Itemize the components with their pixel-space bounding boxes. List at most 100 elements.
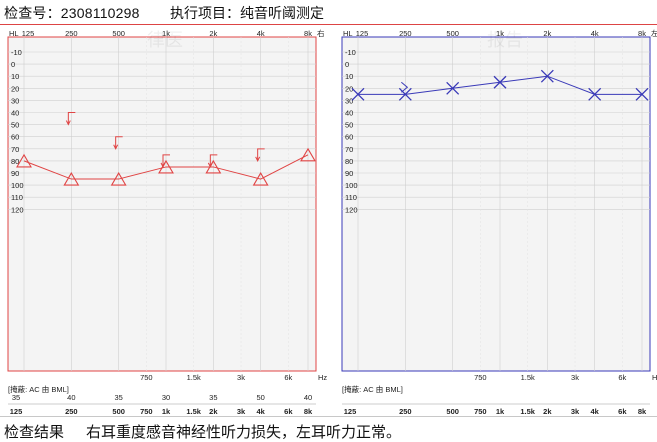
bottom-freq-label: 1k (162, 407, 171, 416)
freq-tick-label: 4k (257, 29, 265, 38)
bottom-freq-label: 4k (590, 407, 599, 416)
db-tick-label: 20 (345, 84, 353, 93)
ear-corner-label: 右 (317, 28, 325, 38)
half-octave-tick-label: 750 (474, 373, 487, 382)
freq-tick-label: 500 (446, 29, 459, 38)
ac-x-marker (398, 87, 412, 101)
bottom-freq-label: 250 (399, 407, 412, 416)
db-tick-label: 60 (11, 133, 19, 142)
bottom-freq-label: 6k (618, 407, 627, 416)
db-tick-label: 10 (345, 72, 353, 81)
db-tick-label: 50 (345, 121, 353, 130)
bottom-freq-label: 250 (65, 407, 78, 416)
db-tick-label: 60 (345, 133, 353, 142)
db-tick-label: 70 (345, 145, 353, 154)
half-octave-tick-label: 1.5k (187, 373, 201, 382)
bottom-freq-label: 3k (237, 407, 246, 416)
bottom-freq-label: 750 (140, 407, 153, 416)
ac-x-marker (351, 87, 365, 101)
watermark-text: 报告 (487, 30, 523, 50)
db-tick-label: 40 (11, 109, 19, 118)
result-label: 检查结果 (4, 424, 65, 441)
masking-value: 35 (114, 393, 122, 402)
db-tick-label: 100 (11, 181, 24, 190)
db-tick-label: 50 (11, 121, 19, 130)
ac-x-marker (635, 87, 649, 101)
exam-number: 检查号：2308110298 (4, 5, 140, 21)
db-tick-label: 70 (11, 145, 19, 154)
ac-triangle-marker (16, 153, 32, 168)
db-tick-label: -10 (11, 48, 22, 57)
half-octave-tick-label: 3k (571, 373, 579, 382)
bottom-freq-label: 2k (543, 407, 552, 416)
masking-label: [掩蔽: AC 由 BML] (342, 384, 403, 394)
half-octave-tick-label: 6k (618, 373, 626, 382)
db-tick-label: 20 (11, 84, 19, 93)
hl-label: HL (9, 29, 19, 38)
db-tick-label: 80 (345, 157, 353, 166)
bc-bracket-marker (160, 154, 170, 169)
bc-bracket-marker (207, 154, 218, 169)
ac-triangle-marker (63, 171, 80, 186)
unit-label: Hz (318, 373, 327, 382)
db-tick-label: 30 (11, 96, 19, 105)
ac-x-marker (446, 81, 460, 95)
bottom-freq-label: 1k (496, 407, 505, 416)
watermark-text: 律医 (147, 30, 183, 50)
result-text: 右耳重度感音神经性听力损失，左耳听力正常。 (86, 424, 402, 441)
unit-label: Hz (652, 373, 657, 382)
freq-tick-label: 8k (638, 29, 646, 38)
bottom-freq-label: 750 (474, 407, 487, 416)
db-tick-label: 100 (345, 181, 358, 190)
db-tick-label: -10 (345, 48, 356, 57)
masking-value: 35 (209, 393, 217, 402)
freq-tick-label: 1k (162, 29, 170, 38)
ac-x-marker (540, 69, 554, 83)
freq-tick-label: 125 (356, 29, 369, 38)
ac-x-marker (493, 75, 507, 89)
bc-bracket-marker (113, 136, 123, 150)
db-tick-label: 90 (345, 169, 353, 178)
ac-triangle-marker (110, 171, 127, 186)
db-tick-label: 0 (11, 60, 15, 69)
report-header: 检查号：2308110298 执行项目：纯音听阈测定 (0, 0, 657, 25)
project-name: 执行项目：纯音听阈测定 (170, 5, 324, 21)
masking-label: [掩蔽: AC 由 BML] (8, 384, 69, 394)
bc-chevron-marker (401, 81, 409, 93)
db-tick-label: 30 (345, 96, 353, 105)
plot-frame (7, 36, 317, 372)
bottom-freq-label: 125 (344, 407, 357, 416)
ac-triangle-marker (300, 147, 316, 162)
freq-tick-label: 250 (399, 29, 412, 38)
bottom-freq-label: 125 (10, 407, 23, 416)
bottom-freq-label: 500 (112, 407, 125, 416)
db-tick-label: 120 (345, 205, 358, 214)
bottom-freq-label: 1.5k (520, 407, 535, 416)
half-octave-tick-label: 750 (140, 373, 153, 382)
bottom-freq-label: 8k (638, 407, 647, 416)
bc-bracket-marker (255, 148, 265, 162)
db-tick-label: 10 (11, 72, 19, 81)
db-tick-label: 0 (345, 60, 349, 69)
freq-tick-label: 250 (65, 29, 78, 38)
bottom-freq-label: 1.5k (186, 407, 201, 416)
half-octave-tick-label: 6k (284, 373, 292, 382)
hl-label: HL (343, 29, 353, 38)
freq-tick-label: 4k (591, 29, 599, 38)
freq-tick-label: 125 (22, 29, 35, 38)
db-tick-label: 110 (11, 193, 23, 202)
masking-value: 40 (304, 393, 312, 402)
half-octave-tick-label: 1.5k (521, 373, 535, 382)
db-tick-label: 110 (345, 193, 357, 202)
freq-tick-label: 2k (543, 29, 551, 38)
ac-triangle-marker (252, 171, 269, 186)
db-tick-label: 120 (11, 205, 24, 214)
ear-corner-label: 左 (651, 28, 657, 38)
half-octave-tick-label: 3k (237, 373, 245, 382)
bottom-freq-label: 8k (304, 407, 313, 416)
db-tick-label: 80 (11, 157, 19, 166)
masking-value: 40 (67, 393, 75, 402)
